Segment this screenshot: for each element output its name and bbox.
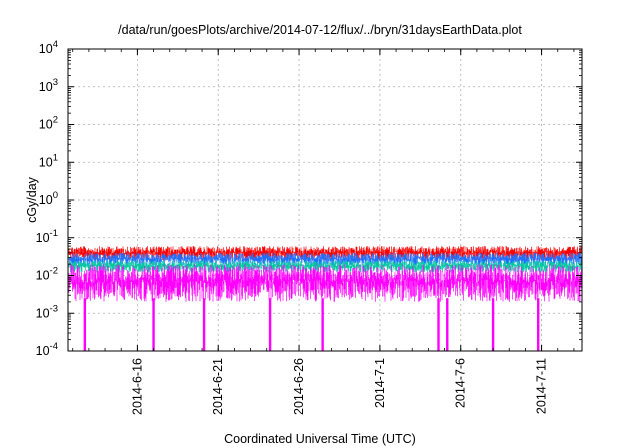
dropout-spike	[321, 298, 324, 351]
dropout-spike	[83, 298, 87, 351]
ticks: 10-4 10-3 10-2 10-1 100 101 102 103 104 2014-6-16…	[36, 39, 582, 415]
dropout-spike	[268, 298, 272, 351]
dropout-spike	[446, 298, 449, 351]
y-axis-label: cGy/day	[25, 176, 39, 223]
dropout-spike	[537, 298, 540, 351]
series-teal	[68, 260, 582, 273]
x-axis-label: Coordinated Universal Time (UTC)	[224, 432, 416, 446]
x-tick-label: 2014-6-21	[211, 358, 225, 415]
y-tick-label: 10-4	[36, 341, 58, 358]
y-tick-label: 100	[39, 190, 58, 207]
x-tick-label: 2014-7-6	[454, 358, 468, 408]
series-blue	[68, 252, 582, 266]
y-tick-label: 10-2	[36, 266, 58, 283]
dropout-spike	[437, 298, 440, 351]
y-tick-label: 10-1	[36, 228, 58, 245]
grid	[68, 49, 582, 351]
dropout-spike	[152, 298, 155, 351]
y-tick-label: 103	[39, 77, 58, 94]
series-layer	[68, 246, 582, 351]
y-tick-label: 102	[39, 115, 58, 132]
x-tick-label: 2014-6-16	[130, 358, 144, 415]
y-tick-label: 10-3	[36, 303, 58, 320]
chart-title: /data/run/goesPlots/archive/2014-07-12/f…	[118, 23, 522, 37]
dropout-spike	[491, 298, 495, 351]
y-tick-label: 104	[39, 39, 58, 56]
y-tick-label: 101	[39, 152, 58, 169]
x-tick-label: 2014-7-11	[535, 358, 549, 414]
x-tick-label: 2014-7-1	[373, 358, 387, 408]
series-magenta	[68, 264, 582, 302]
dropout-spike	[202, 298, 206, 351]
x-tick-label: 2014-6-26	[292, 358, 306, 415]
